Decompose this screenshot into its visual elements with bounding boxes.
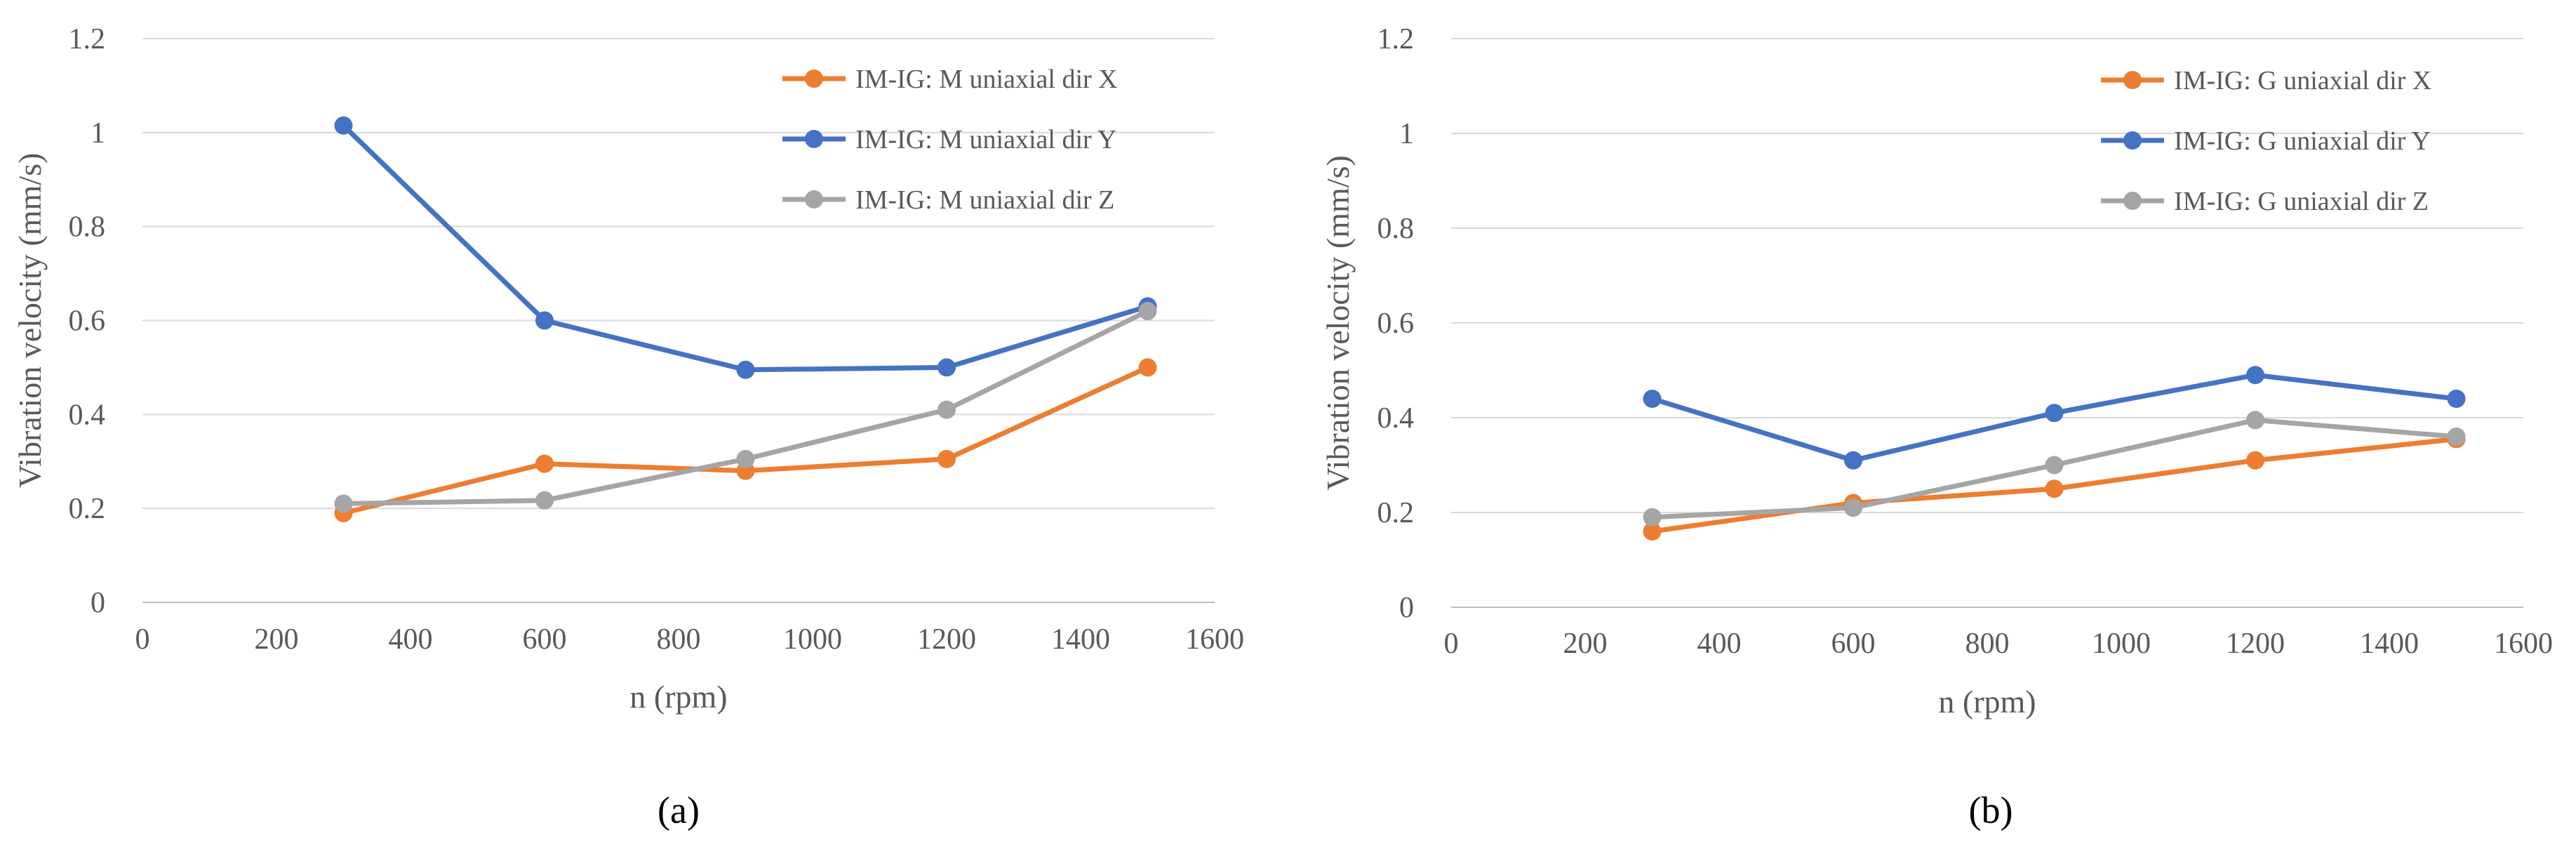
x-tick-label: 1200: [917, 623, 976, 656]
legend-swatch-marker: [2123, 71, 2142, 89]
data-point: [1138, 302, 1157, 321]
data-point: [736, 449, 755, 468]
legend-label: IM-IG: G uniaxial dir Y: [2174, 126, 2431, 156]
legend-label: IM-IG: G uniaxial dir X: [2174, 66, 2431, 95]
x-tick-label: 1600: [2494, 628, 2553, 660]
data-point: [937, 449, 956, 468]
x-tick-label: 800: [1966, 628, 2010, 660]
data-point: [1844, 498, 1862, 517]
legend-label: IM-IG: M uniaxial dir X: [855, 65, 1118, 94]
y-tick-label: 0: [91, 587, 105, 619]
y-tick-label: 1.2: [69, 23, 106, 55]
data-point: [2447, 428, 2466, 446]
legend-label: IM-IG: G uniaxial dir Z: [2174, 187, 2429, 216]
x-tick-label: 1400: [1051, 623, 1110, 656]
x-tick-label: 1600: [1185, 623, 1244, 656]
data-point: [2246, 366, 2264, 385]
data-point: [2045, 404, 2064, 423]
x-tick-label: 400: [1697, 628, 1742, 660]
y-tick-label: 0.4: [1377, 402, 1415, 435]
x-tick-label: 800: [657, 623, 701, 656]
y-tick-label: 1.2: [1377, 23, 1415, 55]
x-tick-label: 1200: [2226, 628, 2285, 660]
chart-panel-a: 0 0.2 0.4 0.6 0.8 1 1.2 0 200 400 600 800 1000 1200 14…: [12, 23, 1244, 831]
x-axis-title: n (rpm): [629, 679, 727, 715]
y-tick-label: 0.8: [1377, 213, 1415, 245]
x-axis-title: n (rpm): [1938, 684, 2036, 720]
legend-swatch-marker: [805, 130, 823, 148]
x-tick-label: 600: [523, 623, 567, 656]
data-point: [736, 360, 755, 379]
legend-swatch-marker: [805, 190, 823, 209]
data-point: [1643, 390, 1662, 408]
x-tick-label: 600: [1831, 628, 1876, 660]
x-tick-label: 400: [389, 623, 433, 656]
data-point: [1844, 451, 1862, 470]
y-tick-label: 0.2: [1377, 497, 1415, 529]
legend-swatch-marker: [805, 70, 823, 88]
data-point: [937, 358, 956, 377]
data-point: [535, 311, 554, 330]
data-point: [334, 494, 353, 513]
y-tick-label: 0.2: [69, 493, 106, 525]
data-point: [535, 491, 554, 510]
y-tick-label: 0.4: [69, 399, 106, 431]
chart-panel-b: 0 0.2 0.4 0.6 0.8 1 1.2 0 200 400 600 800 1000 1200 14…: [1320, 23, 2553, 831]
legend-swatch-marker: [2123, 131, 2142, 150]
data-point: [1643, 522, 1662, 541]
data-point: [2447, 390, 2466, 408]
data-point: [1643, 508, 1662, 527]
x-tick-label: 200: [255, 623, 299, 656]
x-tick-label: 1400: [2360, 628, 2419, 660]
data-point: [2045, 479, 2064, 498]
x-tick-label: 0: [1444, 628, 1459, 660]
data-point: [535, 454, 554, 473]
y-tick-label: 0.6: [1377, 307, 1415, 340]
y-axis-title: Vibration velocity (mm/s): [12, 153, 48, 489]
x-tick-label: 200: [1563, 628, 1608, 660]
data-point: [1138, 358, 1157, 377]
legend-swatch-marker: [2123, 192, 2142, 210]
x-tick-label: 0: [135, 623, 150, 656]
data-point: [2246, 411, 2264, 430]
data-point: [2246, 451, 2264, 470]
x-tick-label: 1000: [2092, 628, 2151, 660]
panel-caption: (b): [1969, 789, 2013, 831]
data-point: [2045, 456, 2064, 475]
legend-label: IM-IG: M uniaxial dir Y: [855, 125, 1116, 154]
panel-caption: (a): [658, 789, 700, 831]
y-tick-label: 0: [1399, 592, 1414, 624]
data-point: [334, 116, 353, 135]
y-tick-label: 1: [91, 117, 105, 150]
series-line-1: [341, 364, 1150, 516]
series-line-2: [341, 123, 1150, 373]
y-tick-label: 1: [1399, 118, 1414, 150]
y-axis-title: Vibration velocity (mm/s): [1320, 155, 1356, 491]
legend-label: IM-IG: M uniaxial dir Z: [855, 185, 1114, 215]
y-tick-label: 0.6: [69, 305, 106, 338]
data-point: [937, 400, 956, 419]
y-tick-label: 0.8: [69, 211, 106, 244]
x-tick-label: 1000: [783, 623, 842, 656]
